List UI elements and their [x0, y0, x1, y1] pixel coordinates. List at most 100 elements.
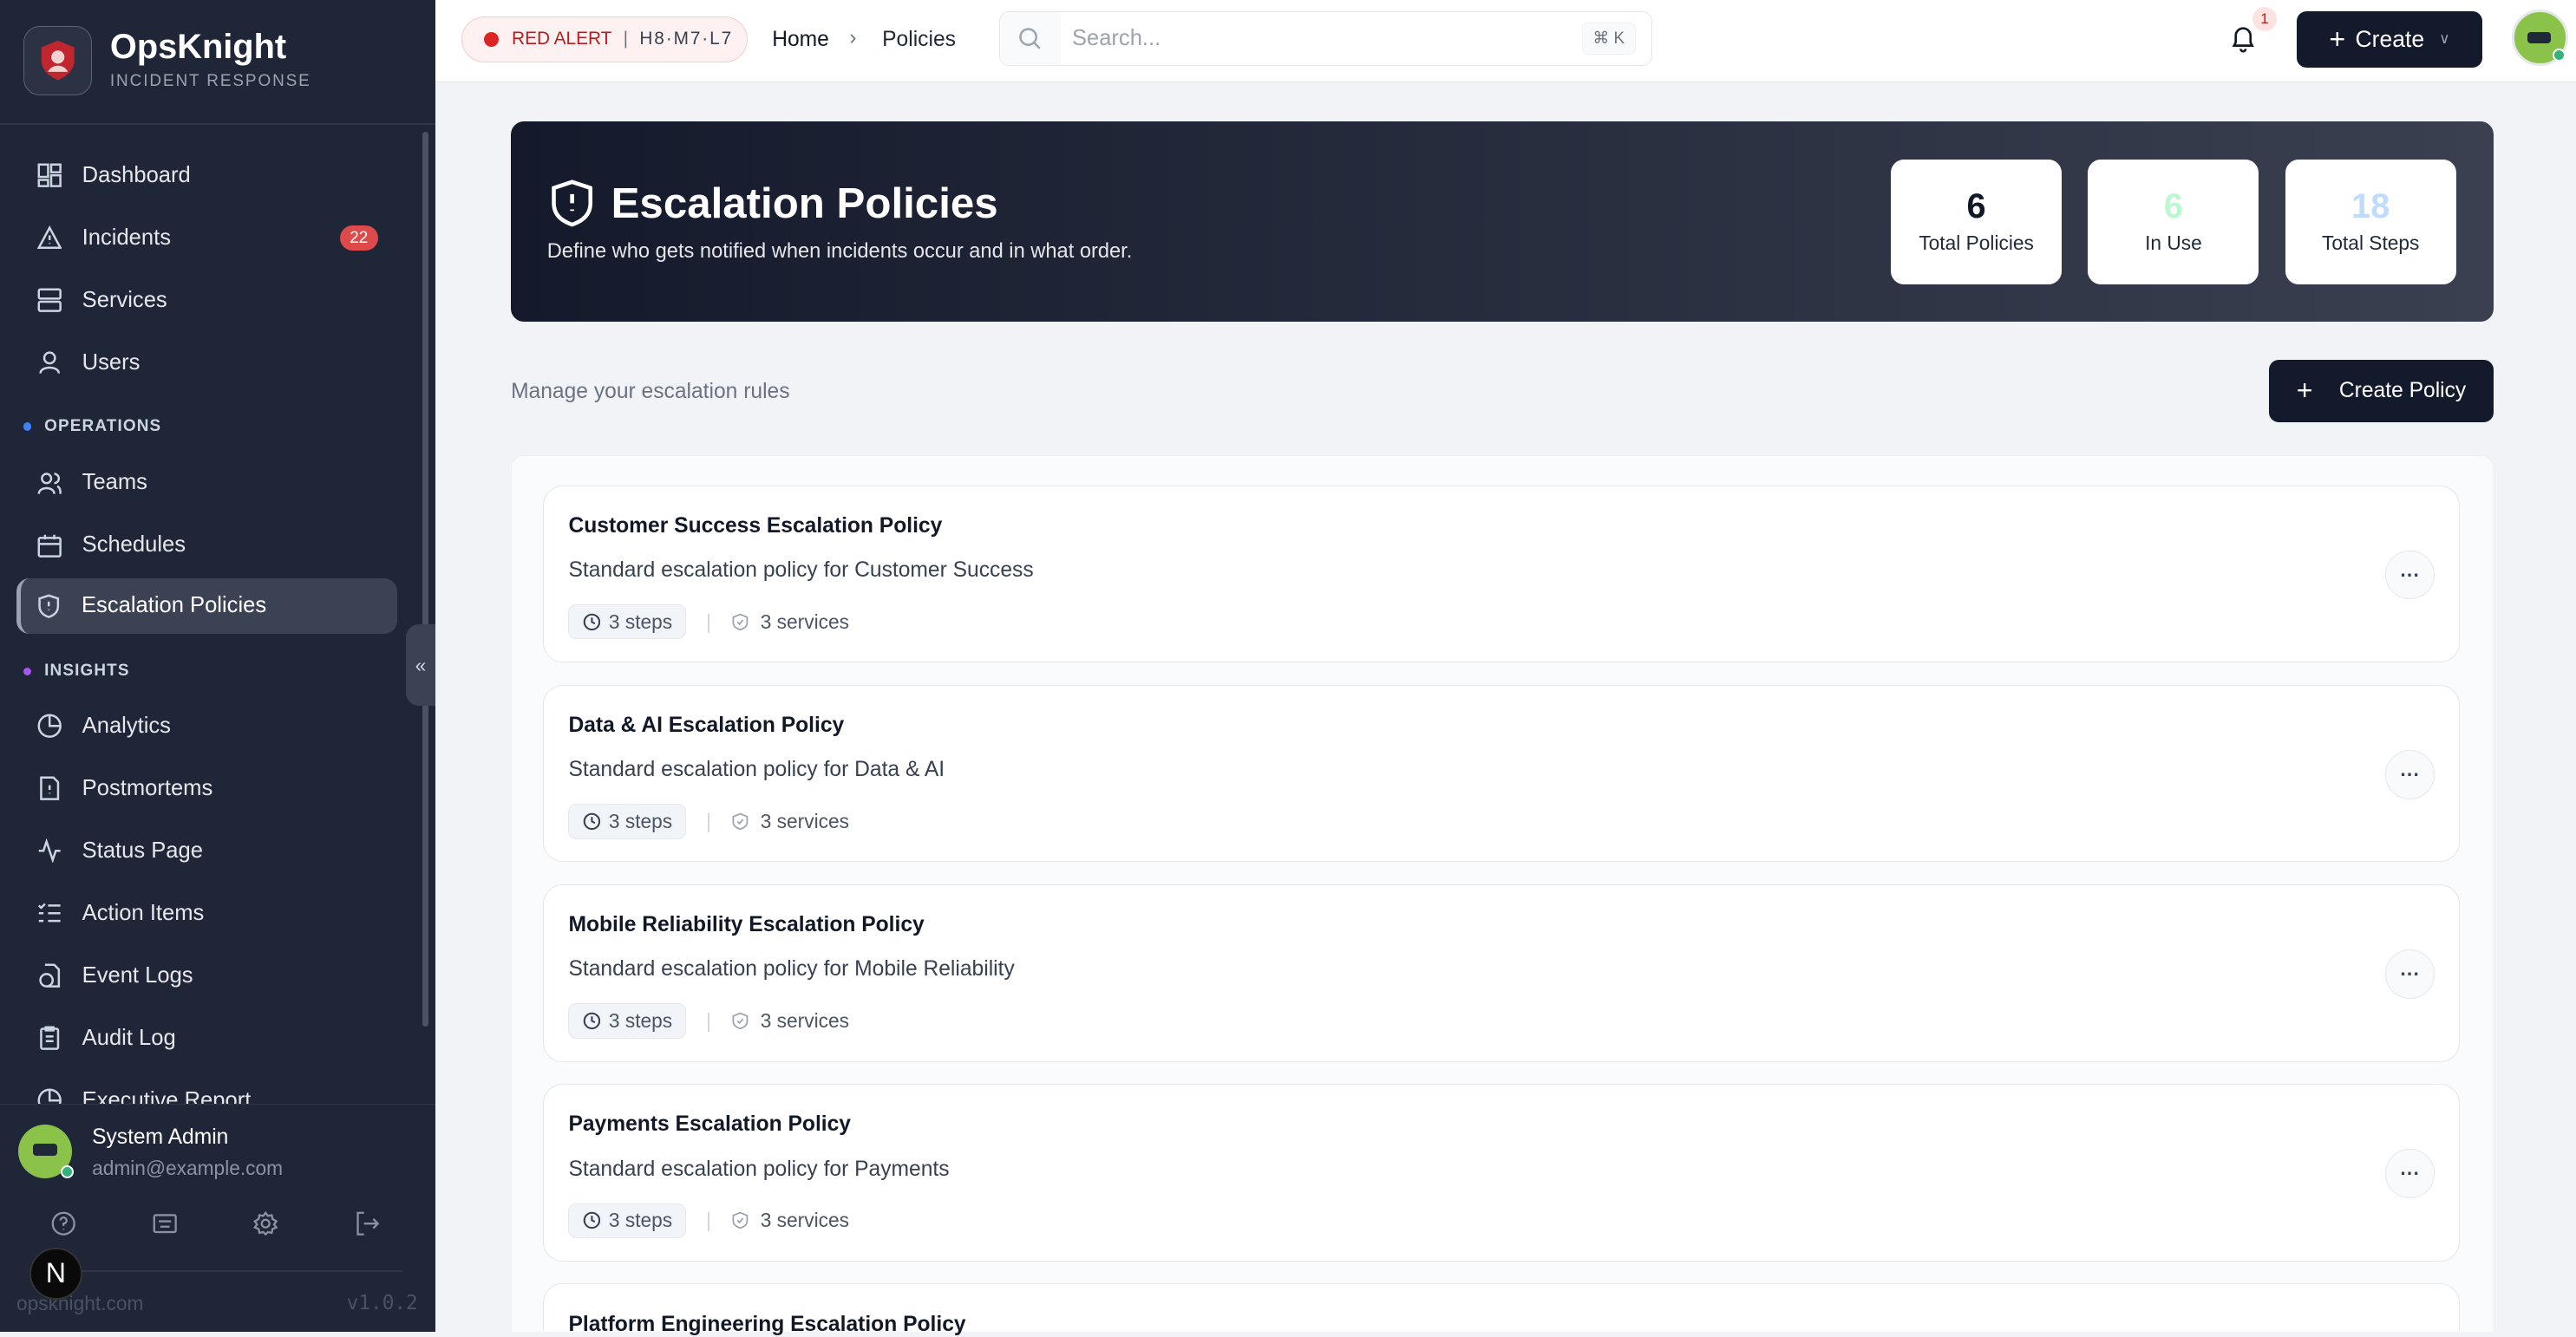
policy-card[interactable]: Customer Success Escalation Policy Standa… [543, 485, 2461, 663]
sidebar-item-escalation-policies[interactable]: Escalation Policies [16, 577, 398, 635]
sidebar-item-label: Action Items [82, 900, 205, 925]
more-options-button[interactable]: ··· [2385, 550, 2435, 600]
sidebar-item-dashboard[interactable]: Dashboard [16, 147, 397, 203]
services-count: 3 services [760, 610, 849, 633]
shield-logo-icon [41, 41, 75, 81]
sidebar-item-incidents[interactable]: Incidents 22 [16, 210, 397, 265]
online-status-dot [61, 1164, 75, 1179]
policy-list: Customer Success Escalation Policy Standa… [511, 454, 2494, 1336]
user-avatar-menu[interactable] [2512, 10, 2568, 66]
policy-card[interactable]: Mobile Reliability Escalation Policy Stan… [543, 884, 2461, 1062]
breadcrumb-chevron-icon: › [849, 26, 857, 50]
app-subtitle: INCIDENT RESPONSE [109, 72, 311, 91]
more-options-button[interactable]: ··· [2385, 949, 2435, 999]
alert-triangle-icon [36, 225, 62, 251]
divider: | [706, 1209, 711, 1232]
app-logo[interactable] [23, 26, 93, 95]
divider: | [706, 809, 711, 832]
policy-description: Standard escalation policy for Customer … [568, 558, 1034, 583]
search-icon [999, 12, 1061, 65]
sidebar-item-users[interactable]: Users [16, 335, 397, 390]
policy-name[interactable]: Customer Success Escalation Policy [568, 513, 943, 538]
sidebar-item-action-items[interactable]: Action Items [16, 885, 397, 941]
app-version: v1.0.2 [346, 1291, 418, 1314]
user-email: admin@example.com [92, 1157, 284, 1180]
sidebar-item-label: Services [82, 288, 167, 313]
steps-badge: 3 steps [568, 1203, 687, 1238]
sidebar-item-label: Teams [82, 470, 147, 495]
plus-icon: + [2296, 375, 2313, 407]
sidebar-item-services[interactable]: Services [16, 272, 397, 328]
sidebar-item-audit-log[interactable]: Audit Log [16, 1010, 397, 1066]
notifications-count-badge: 1 [2252, 6, 2278, 31]
dev-tools-badge[interactable]: N [29, 1247, 82, 1301]
policy-description: Standard escalation policy for Mobile Re… [568, 957, 1015, 982]
topbar: RED ALERT | H8·M7·L7 Home › Policies Sea… [435, 0, 2576, 82]
clock-icon [583, 613, 600, 631]
help-icon[interactable] [51, 1211, 75, 1236]
more-options-button[interactable]: ··· [2385, 749, 2435, 799]
stat-total-steps: 18 Total Steps [2285, 159, 2456, 284]
policy-name[interactable]: Mobile Reliability Escalation Policy [568, 913, 925, 937]
sidebar-item-label: Audit Log [82, 1025, 176, 1050]
settings-gear-icon[interactable] [252, 1210, 278, 1236]
shield-check-icon [732, 1211, 748, 1229]
clock-icon [583, 1012, 600, 1030]
search-shortcut: ⌘ K [1581, 23, 1636, 55]
divider: | [706, 610, 711, 633]
user-avatar[interactable] [17, 1124, 75, 1179]
sidebar-item-label: Postmortems [82, 775, 213, 800]
steps-count: 3 steps [608, 1209, 673, 1232]
search-placeholder: Search... [1071, 26, 1161, 50]
services-count: 3 services [760, 1009, 849, 1033]
activity-icon [36, 838, 62, 864]
policy-card[interactable]: Data & AI Escalation Policy Standard esca… [543, 684, 2461, 863]
shield-alert-icon [36, 593, 62, 619]
sidebar-item-status-page[interactable]: Status Page [16, 823, 397, 878]
policy-card[interactable]: Payments Escalation Policy Standard escal… [543, 1084, 2461, 1262]
steps-count: 3 steps [608, 1009, 673, 1033]
shield-check-icon [732, 613, 748, 631]
plus-icon: + [2329, 23, 2346, 55]
sidebar-item-postmortems[interactable]: Postmortems [16, 760, 397, 816]
policy-description: Standard escalation policy for Data & AI [568, 758, 945, 782]
create-policy-label: Create Policy [2338, 378, 2467, 402]
breadcrumb-home[interactable]: Home [772, 28, 829, 52]
sidebar-scrollbar[interactable] [422, 131, 429, 1027]
policy-name[interactable]: Platform Engineering Escalation Policy [568, 1312, 966, 1336]
sidebar-item-schedules[interactable]: Schedules [16, 518, 397, 573]
more-options-button[interactable]: ··· [2385, 1149, 2435, 1198]
section-subtitle: Manage your escalation rules [511, 379, 790, 403]
notifications-bell-icon[interactable] [2231, 24, 2255, 53]
sidebar-item-label: Analytics [82, 713, 171, 738]
keyboard-icon[interactable] [153, 1211, 177, 1236]
policy-name[interactable]: Payments Escalation Policy [568, 1112, 851, 1137]
online-status-dot [2552, 49, 2566, 62]
sidebar-item-label: Event Logs [82, 962, 193, 988]
policy-name[interactable]: Data & AI Escalation Policy [568, 714, 845, 738]
sidebar-item-teams[interactable]: Teams [16, 455, 397, 511]
policy-card[interactable]: Platform Engineering Escalation Policy [543, 1283, 2461, 1336]
sidebar-item-label: Users [82, 350, 141, 375]
alert-label: RED ALERT [512, 29, 612, 49]
steps-count: 3 steps [608, 610, 673, 633]
create-policy-button[interactable]: + Create Policy [2268, 359, 2494, 422]
stat-in-use: 6 In Use [2088, 159, 2259, 284]
sidebar-item-event-logs[interactable]: Event Logs [16, 948, 397, 1003]
user-name: System Admin [92, 1125, 229, 1150]
logout-icon[interactable] [355, 1211, 380, 1236]
pie-chart-icon [36, 713, 62, 739]
clock-icon [583, 1211, 600, 1229]
search-input[interactable]: Search... ⌘ K [998, 11, 1653, 66]
page-header: Escalation Policies Define who gets noti… [511, 121, 2494, 323]
create-label: Create [2355, 25, 2425, 52]
site-link[interactable]: opsknight.com [16, 1291, 144, 1314]
breadcrumb-policies[interactable]: Policies [882, 28, 956, 52]
clock-icon [583, 812, 600, 831]
alert-status-pill[interactable]: RED ALERT | H8·M7·L7 [461, 16, 748, 62]
collapse-sidebar-button[interactable]: « [405, 623, 435, 707]
sidebar-item-analytics[interactable]: Analytics [16, 698, 397, 753]
create-menu-button[interactable]: + Create ∨ [2296, 11, 2483, 68]
sidebar: OpsKnight INCIDENT RESPONSE Dashboard In… [0, 0, 435, 1333]
steps-badge: 3 steps [568, 604, 687, 640]
